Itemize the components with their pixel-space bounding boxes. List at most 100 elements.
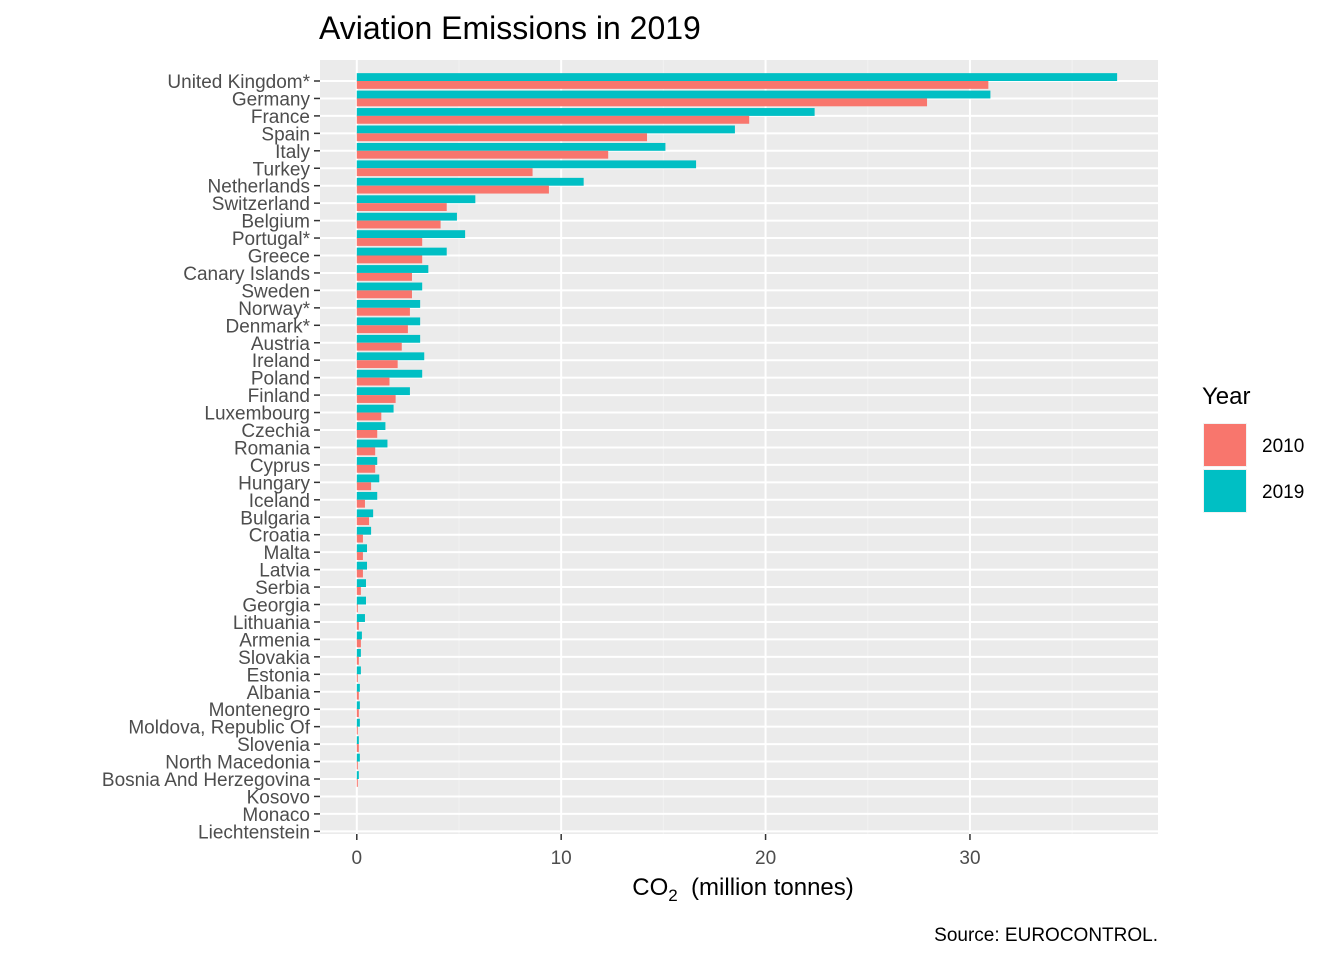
bar-2019 bbox=[356, 282, 423, 291]
y-tick-label: Belgium bbox=[241, 212, 310, 233]
y-tick-label: Romania bbox=[234, 438, 310, 459]
y-axis: United Kingdom*GermanyFranceSpainItalyTu… bbox=[102, 72, 320, 843]
bar-2010 bbox=[356, 779, 358, 787]
bar-2010 bbox=[356, 342, 402, 351]
bar-2019 bbox=[356, 387, 410, 396]
x-tick-label: 10 bbox=[551, 848, 572, 869]
y-tick-label: Estonia bbox=[247, 665, 311, 686]
y-tick-label: Greece bbox=[248, 247, 310, 268]
bar-2019 bbox=[356, 212, 457, 221]
y-tick-label: Switzerland bbox=[212, 194, 310, 215]
y-tick-label: Austria bbox=[251, 334, 311, 355]
y-tick-label: Moldova, Republic Of bbox=[128, 718, 310, 739]
bar-2019 bbox=[356, 753, 360, 762]
bar-2010 bbox=[356, 464, 376, 473]
bar-2019 bbox=[356, 736, 359, 745]
y-tick-label: Cyprus bbox=[250, 456, 310, 477]
bar-2010 bbox=[356, 639, 361, 648]
bar-2010 bbox=[356, 709, 359, 718]
bar-2010 bbox=[356, 133, 648, 142]
bar-2019 bbox=[356, 230, 466, 239]
bar-2019 bbox=[356, 160, 697, 169]
y-tick-label: Denmark* bbox=[226, 316, 311, 337]
bar-2019 bbox=[356, 648, 361, 657]
bar-2010 bbox=[356, 220, 441, 229]
legend: Year 2010 2019 bbox=[1202, 383, 1304, 513]
x-tick-label: 0 bbox=[352, 848, 363, 869]
bar-2019 bbox=[356, 352, 425, 361]
bar-2019 bbox=[356, 125, 735, 134]
bar-2019 bbox=[356, 596, 366, 605]
bar-2010 bbox=[356, 377, 390, 386]
bar-2019 bbox=[356, 666, 361, 675]
y-tick-label: Portugal* bbox=[232, 229, 311, 250]
y-tick-label: Poland bbox=[251, 369, 310, 390]
x-tick-label: 20 bbox=[755, 848, 776, 869]
bar-2010 bbox=[356, 569, 363, 578]
y-tick-label: Finland bbox=[248, 386, 310, 407]
bar-2010 bbox=[356, 98, 928, 107]
bar-2019 bbox=[356, 439, 388, 448]
bar-2010 bbox=[356, 81, 989, 89]
x-axis-title-rest: (million tonnes) bbox=[678, 874, 854, 901]
bar-2019 bbox=[356, 422, 386, 430]
legend-swatch-2010 bbox=[1204, 424, 1246, 466]
y-tick-label: Kosovo bbox=[247, 787, 310, 808]
bar-2019 bbox=[356, 90, 991, 99]
y-tick-label: Iceland bbox=[249, 491, 310, 512]
bar-2019 bbox=[356, 265, 429, 273]
bar-2019 bbox=[356, 544, 368, 553]
x-axis-title-subscript: 2 bbox=[668, 886, 677, 905]
bar-2019 bbox=[356, 177, 584, 186]
bar-2010 bbox=[356, 307, 410, 316]
bar-2019 bbox=[356, 614, 365, 622]
y-tick-label: Armenia bbox=[239, 630, 310, 651]
y-tick-label: North Macedonia bbox=[165, 753, 310, 774]
bar-2010 bbox=[356, 761, 358, 770]
y-tick-label: Latvia bbox=[259, 561, 310, 582]
y-tick-label: Bosnia And Herzegovina bbox=[102, 770, 311, 791]
bar-2010 bbox=[356, 238, 423, 246]
y-tick-label: Ireland bbox=[252, 351, 310, 372]
y-tick-label: Spain bbox=[261, 124, 310, 145]
bar-2019 bbox=[356, 369, 423, 378]
bar-2010 bbox=[356, 482, 372, 491]
legend-title: Year bbox=[1202, 383, 1251, 410]
y-tick-label: Hungary bbox=[238, 473, 310, 494]
y-tick-label: Canary Islands bbox=[183, 264, 310, 285]
y-tick-label: Malta bbox=[264, 543, 311, 564]
bar-2019 bbox=[356, 195, 476, 204]
y-tick-label: Italy bbox=[275, 142, 310, 163]
bar-2019 bbox=[356, 561, 368, 570]
bar-2019 bbox=[356, 701, 360, 710]
bar-2010 bbox=[356, 691, 359, 700]
bar-2010 bbox=[356, 552, 363, 561]
y-tick-label: France bbox=[251, 107, 310, 128]
bar-2010 bbox=[356, 360, 398, 369]
bar-2010 bbox=[356, 430, 378, 438]
bar-2010 bbox=[356, 447, 376, 456]
bar-2010 bbox=[356, 534, 363, 543]
bar-2010 bbox=[356, 168, 533, 177]
bar-2010 bbox=[356, 744, 359, 752]
bar-2010 bbox=[356, 499, 365, 508]
y-tick-label: United Kingdom* bbox=[167, 72, 310, 93]
y-tick-label: Netherlands bbox=[208, 177, 310, 198]
bar-2010 bbox=[356, 203, 447, 212]
bar-2010 bbox=[356, 587, 361, 595]
bar-2010 bbox=[356, 604, 358, 613]
y-tick-label: Georgia bbox=[242, 596, 310, 617]
bar-2010 bbox=[356, 185, 549, 194]
bars bbox=[356, 73, 1118, 787]
y-tick-label: Montenegro bbox=[209, 700, 310, 721]
y-tick-label: Bulgaria bbox=[240, 508, 310, 529]
y-tick-label: Slovenia bbox=[237, 735, 310, 756]
chart-title: Aviation Emissions in 2019 bbox=[319, 10, 701, 46]
bar-2019 bbox=[356, 683, 360, 692]
bar-2010 bbox=[356, 115, 750, 124]
y-tick-label: Sweden bbox=[241, 281, 310, 302]
bar-2019 bbox=[356, 334, 421, 343]
bar-2019 bbox=[356, 457, 378, 465]
bar-2019 bbox=[356, 718, 360, 727]
